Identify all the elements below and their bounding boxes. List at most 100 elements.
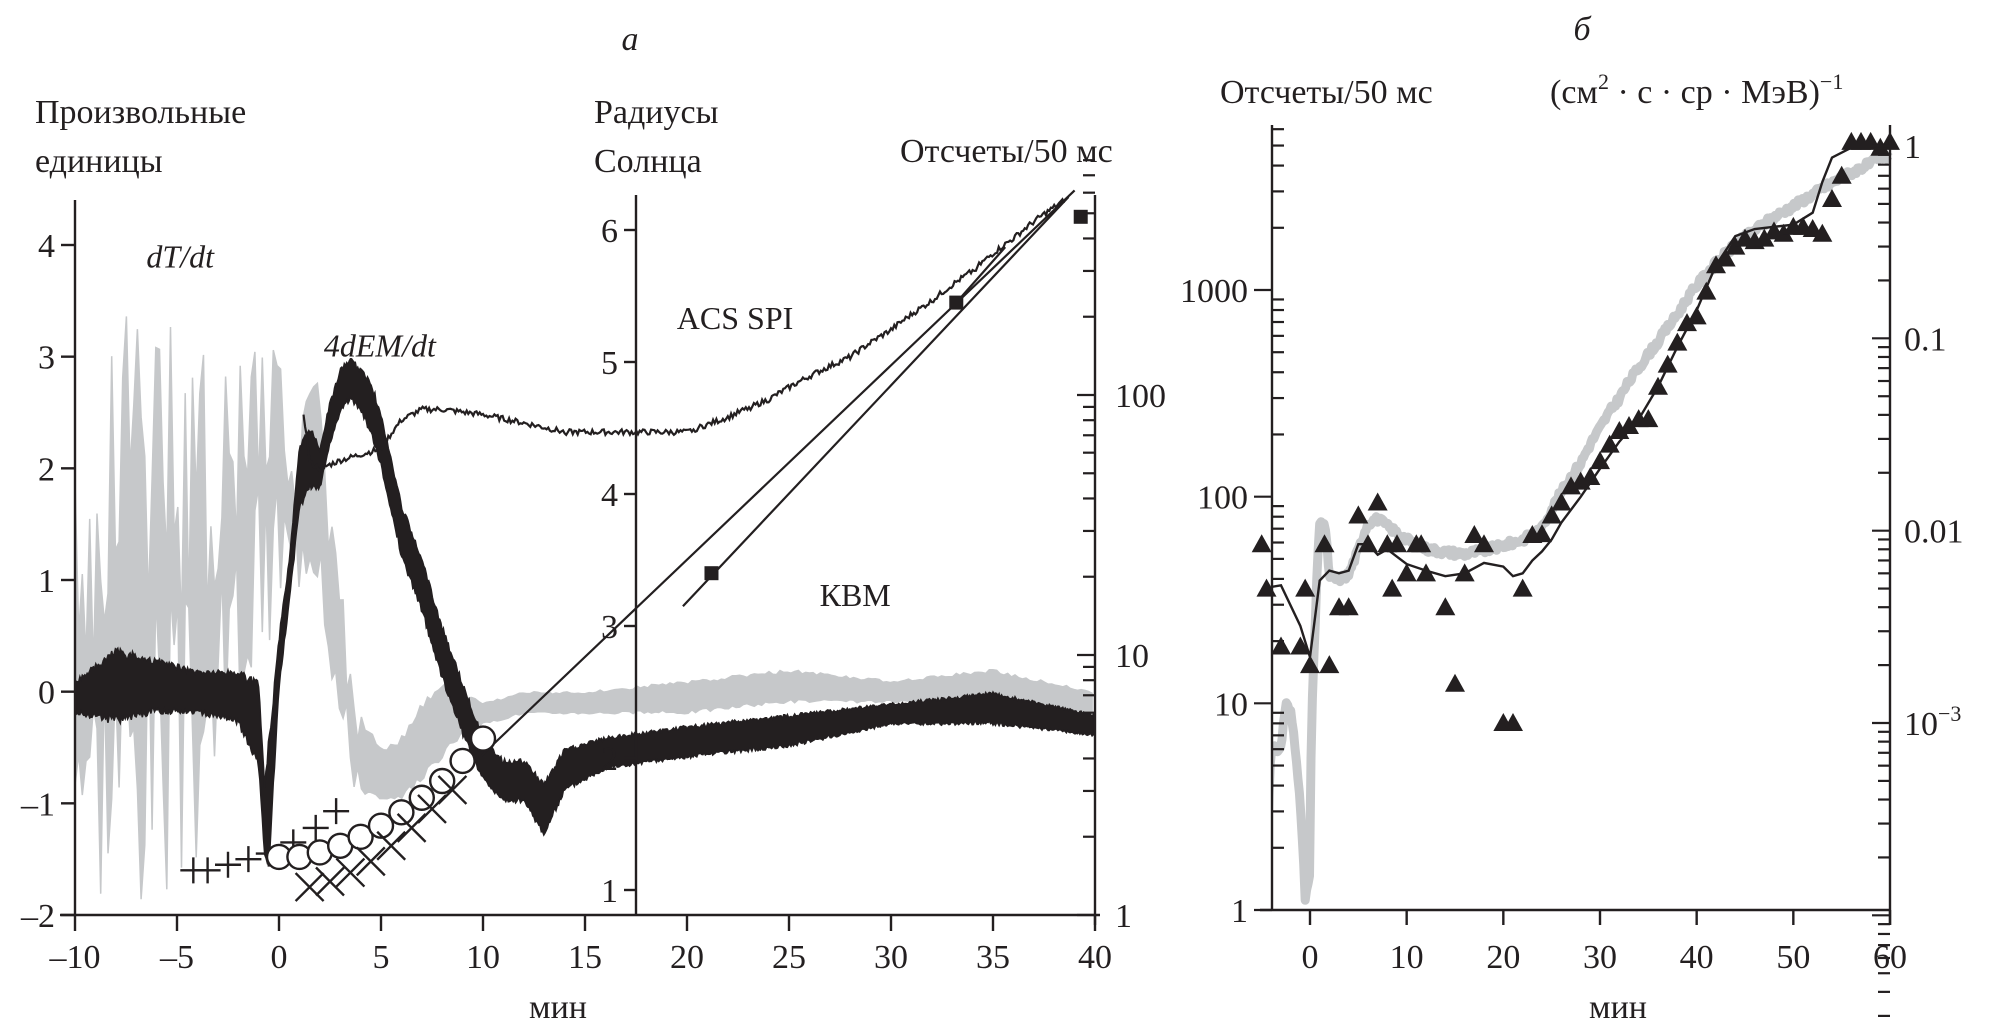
triangle-marker xyxy=(1599,434,1620,453)
triangle-marker xyxy=(1411,534,1432,553)
triangle-marker xyxy=(1319,655,1340,674)
x-tick-label: 40 xyxy=(1078,939,1112,976)
panel-b-label: б xyxy=(1573,11,1592,48)
triangle-marker xyxy=(1541,505,1562,524)
b-left-tick-label: 10 xyxy=(1214,686,1248,723)
series---tail xyxy=(955,246,1007,304)
series-counts-gray xyxy=(1272,150,1893,905)
triangle-marker xyxy=(1812,223,1833,242)
panel-a-annotations: dT/dt 4dEM/dt ACS SPI КВМ xyxy=(146,238,890,613)
panel-a-axes: –10 –5 0 5 10 15 20 25 30 35 40–2–1012341234561101… xyxy=(20,159,1166,976)
b-right-axis-title-sup1: 2 xyxy=(1598,69,1609,94)
triangle-marker xyxy=(1696,281,1717,300)
triangle-marker xyxy=(1648,376,1668,395)
b-right-axis-title-part2: · с · ср · МэВ) xyxy=(1609,74,1820,111)
middle-y-tick-label: 4 xyxy=(601,477,618,514)
b-x-tick-label: 20 xyxy=(1486,939,1520,976)
circle-marker xyxy=(388,799,415,826)
b-right-tick-label: 1 xyxy=(1904,129,1921,166)
kvm-square-marker xyxy=(704,566,719,581)
triangle-marker xyxy=(1532,524,1552,543)
triangle-marker xyxy=(1609,420,1630,439)
series-height-fit-line xyxy=(478,189,1076,759)
left-axis-title-line1: Произвольные xyxy=(35,94,246,131)
series-dt-dt xyxy=(75,316,1093,900)
triangle-marker xyxy=(1570,471,1591,490)
b-right-tick-superscript: −3 xyxy=(1938,701,1961,726)
plus-marker xyxy=(323,798,350,825)
b-right-axis-title-part1: (см xyxy=(1550,74,1598,111)
middle-y-tick-label: 5 xyxy=(601,345,618,382)
b-x-tick-label: 50 xyxy=(1776,939,1810,976)
panel-b-series xyxy=(1251,131,1900,905)
panel-b-xlabel: мин xyxy=(1589,989,1647,1026)
triangle-marker xyxy=(1300,655,1320,674)
x-tick-label: 10 xyxy=(466,939,500,976)
b-x-tick-label: 40 xyxy=(1680,939,1714,976)
circle-marker xyxy=(347,823,374,851)
triangle-marker xyxy=(1580,467,1601,486)
left-y-tick-label: 0 xyxy=(38,675,55,712)
triangle-marker xyxy=(1435,597,1456,616)
left-y-tick-label: –1 xyxy=(20,786,55,823)
right-y-tick-label: 10 xyxy=(1115,638,1149,675)
x-tick-label: 15 xyxy=(568,939,602,976)
panel-a-xlabel: мин xyxy=(529,989,587,1026)
series-flux-line xyxy=(1272,146,1890,658)
x-marker xyxy=(376,830,407,861)
triangle-marker xyxy=(1464,524,1485,543)
b-right-tick-label: 0.01 xyxy=(1904,514,1964,551)
b-left-axis-title: Отсчеты/50 мс xyxy=(1220,74,1433,111)
triangle-marker xyxy=(1831,165,1852,184)
middle-y-tick-label: 3 xyxy=(601,609,618,646)
x-marker xyxy=(294,872,325,902)
panel-a-label: a xyxy=(622,21,639,58)
plus-marker xyxy=(302,814,329,841)
triangle-marker xyxy=(1619,416,1639,435)
circle-marker xyxy=(449,747,476,775)
annotation-label: 4dEM/dt xyxy=(324,328,437,364)
b-right-tick-label: 0.1 xyxy=(1904,321,1947,358)
annotation-label: КВМ xyxy=(820,577,891,613)
kvm-square-marker xyxy=(949,295,964,310)
middle-y-tick-label: 6 xyxy=(601,213,618,250)
x-marker xyxy=(335,857,366,888)
middle-y-tick-label: 2 xyxy=(601,741,618,778)
triangle-marker xyxy=(1773,223,1794,242)
x-tick-label: 20 xyxy=(670,939,704,976)
annotation-label: ACS SPI xyxy=(677,300,794,336)
b-right-axis-title: (см2 · с · ср · МэВ)−1 xyxy=(1550,69,1843,111)
x-tick-label: 35 xyxy=(976,939,1010,976)
triangle-marker xyxy=(1348,505,1369,524)
x-tick-label: 25 xyxy=(772,939,806,976)
middle-axis-title-line2: Солнца xyxy=(594,143,702,180)
triangle-marker xyxy=(1561,476,1581,495)
b-x-tick-label: 30 xyxy=(1583,939,1617,976)
x-marker xyxy=(437,775,468,805)
triangle-marker xyxy=(1367,492,1388,511)
x-marker xyxy=(315,866,345,897)
panel-b: б Отсчеты/50 мс (см2 · с · ср · МэВ)−1 0… xyxy=(1180,11,1964,1026)
x-tick-label: –10 xyxy=(49,939,101,976)
triangle-marker xyxy=(1754,228,1775,247)
b-right-tick-label: 10−3 xyxy=(1904,701,1961,743)
triangle-marker xyxy=(1454,563,1475,582)
panel-a: a Произвольные единицы Радиусы Солнца От… xyxy=(20,21,1166,1026)
plus-marker xyxy=(235,846,262,873)
left-y-tick-label: 3 xyxy=(38,340,55,377)
triangle-marker xyxy=(1338,597,1359,616)
x-marker xyxy=(355,846,386,877)
left-y-tick-label: 2 xyxy=(38,451,55,488)
series---line xyxy=(682,196,1070,607)
x-tick-label: 0 xyxy=(271,939,288,976)
left-y-tick-label: 4 xyxy=(38,228,55,265)
b-left-tick-label: 1 xyxy=(1231,893,1248,930)
triangle-marker xyxy=(1725,236,1746,255)
b-left-tick-label: 1000 xyxy=(1180,273,1248,310)
triangle-marker xyxy=(1251,534,1272,553)
triangle-marker xyxy=(1387,534,1407,553)
triangle-marker xyxy=(1512,578,1533,597)
triangle-marker xyxy=(1503,713,1523,731)
triangle-marker xyxy=(1706,255,1726,274)
